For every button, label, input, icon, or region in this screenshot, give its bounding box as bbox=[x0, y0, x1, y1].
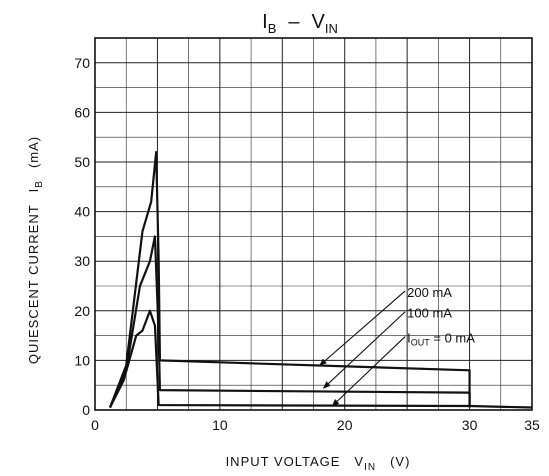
plot-frame bbox=[94, 37, 533, 411]
x-tick-label: 20 bbox=[337, 417, 353, 433]
x-tick-labels: 0 10 20 30 35 bbox=[91, 417, 540, 433]
series-line bbox=[109, 309, 533, 409]
y-tick-label: 40 bbox=[74, 204, 90, 220]
annotation-label: IOUT = 0 mA bbox=[407, 331, 475, 348]
series-line bbox=[108, 150, 471, 408]
x-tick-label: 10 bbox=[212, 417, 228, 433]
y-tick-label: 30 bbox=[74, 253, 90, 269]
x-tick-label: 35 bbox=[524, 417, 540, 433]
y-tick-labels: 0 10 20 30 40 50 60 70 bbox=[74, 55, 90, 418]
x-tick-label: 30 bbox=[462, 417, 478, 433]
y-tick-label: 70 bbox=[74, 55, 90, 71]
y-tick-label: 60 bbox=[74, 104, 90, 120]
grid bbox=[94, 37, 533, 411]
series-line bbox=[108, 235, 471, 408]
x-axis-label: INPUT VOLTAGE VIN (V) bbox=[226, 454, 411, 473]
annotation-arrow bbox=[322, 311, 406, 389]
chart-title: IB – VIN bbox=[262, 11, 338, 36]
annotation-arrow bbox=[319, 290, 406, 366]
annotation-label: 200 mA bbox=[407, 285, 452, 300]
annotation-arrow bbox=[331, 336, 406, 407]
x-tick-label: 0 bbox=[91, 417, 99, 433]
series-curves bbox=[108, 150, 533, 409]
annotations: 200 mA 100 mA IOUT = 0 mA bbox=[319, 285, 475, 407]
y-tick-label: 10 bbox=[74, 352, 90, 368]
y-tick-label: 20 bbox=[74, 303, 90, 319]
y-axis-label: QUIESCENT CURRENTIB(mA) bbox=[26, 136, 45, 364]
annotation-label: 100 mA bbox=[407, 306, 452, 321]
y-tick-label: 0 bbox=[82, 402, 90, 418]
y-tick-label: 50 bbox=[74, 154, 90, 170]
